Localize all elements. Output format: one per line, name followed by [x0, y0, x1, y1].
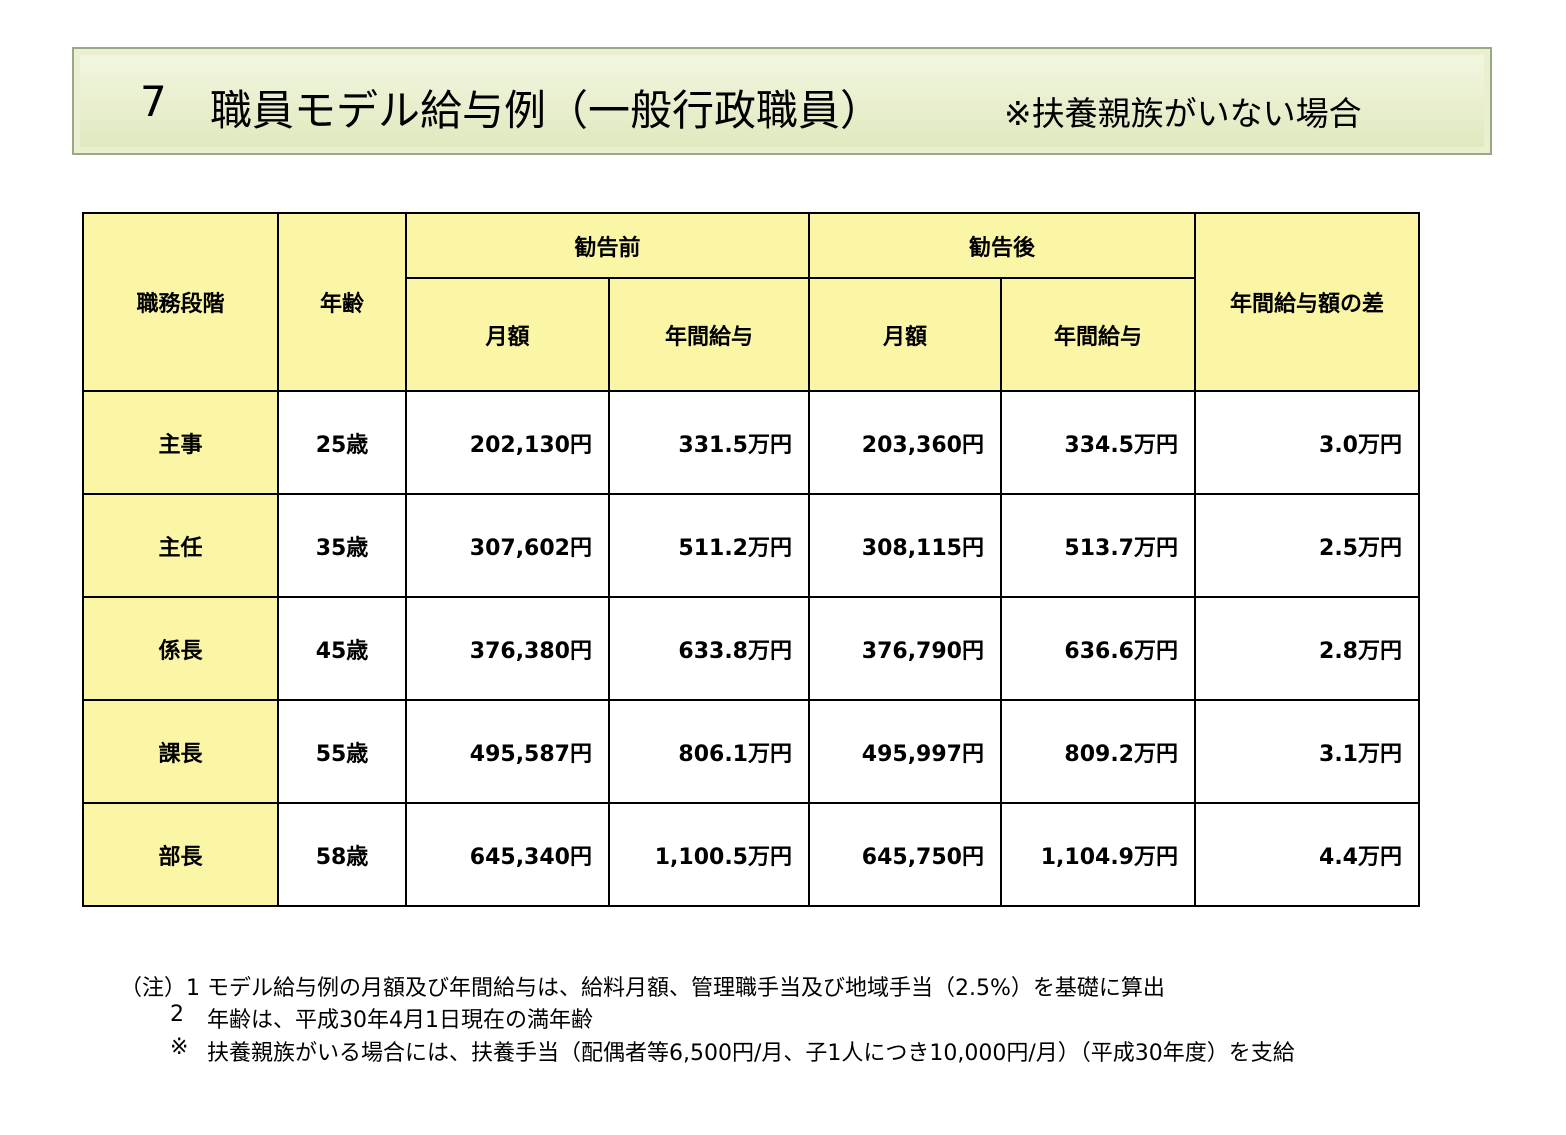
header-cell: 職務段階	[82, 212, 279, 392]
note-marker: ※	[170, 1035, 189, 1060]
data-cell: 495,997円	[808, 699, 1002, 804]
table-row: 部長 58歳 645,340円 1,100.5万円 645,750円 1,104.9万円 4…	[82, 802, 1420, 907]
grade-cell: 部長	[82, 802, 279, 907]
data-cell: 495,587円	[405, 699, 610, 804]
data-cell: 809.2万円	[1000, 699, 1196, 804]
table-row: 課長 55歳 495,587円 806.1万円 495,997円 809.2万円 3.1万円	[82, 699, 1420, 804]
grade-cell: 主事	[82, 390, 279, 495]
note-text: 扶養親族がいる場合には、扶養手当（配偶者等6,500円/月、子1人につき10,0…	[207, 1041, 1295, 1066]
data-cell: 636.6万円	[1000, 596, 1196, 701]
data-cell: 1,104.9万円	[1000, 802, 1196, 907]
grade-cell: 課長	[82, 699, 279, 804]
data-cell: 376,380円	[405, 596, 610, 701]
header-cell: 年間給与	[1000, 277, 1196, 392]
header-cell: 勧告前	[405, 212, 810, 279]
header-cell: 月額	[808, 277, 1002, 392]
data-cell: 511.2万円	[608, 493, 810, 598]
header-cell: 年間給与	[608, 277, 810, 392]
grade-cell: 主任	[82, 493, 279, 598]
data-cell: 308,115円	[808, 493, 1002, 598]
title-main: 職員モデル給与例（一般行政職員）	[210, 86, 883, 135]
data-cell: 2.5万円	[1194, 493, 1420, 598]
grade-cell: 係長	[82, 596, 279, 701]
data-cell: 376,790円	[808, 596, 1002, 701]
note-text: モデル給与例の月額及び年間給与は、給料月額、管理職手当及び地域手当（2.5%）を…	[207, 976, 1165, 1001]
note-text: 年齢は、平成30年4月1日現在の満年齢	[207, 1008, 593, 1033]
header-cell: 月額	[405, 277, 610, 392]
table-row: 係長 45歳 376,380円 633.8万円 376,790円 636.6万円 2.8万円	[82, 596, 1420, 701]
title-number: 7	[140, 77, 167, 126]
data-cell: 334.5万円	[1000, 390, 1196, 495]
data-cell: 25歳	[277, 390, 407, 495]
data-cell: 513.7万円	[1000, 493, 1196, 598]
note-marker: （注）1	[120, 976, 200, 1001]
data-cell: 307,602円	[405, 493, 610, 598]
data-cell: 4.4万円	[1194, 802, 1420, 907]
data-cell: 1,100.5万円	[608, 802, 810, 907]
data-cell: 3.1万円	[1194, 699, 1420, 804]
data-cell: 203,360円	[808, 390, 1002, 495]
data-cell: 3.0万円	[1194, 390, 1420, 495]
header-cell: 年間給与額の差	[1194, 212, 1420, 392]
salary-table: 職務段階 年齢 勧告前 勧告後 年間給与額の差 月額 年間給与 月額 年間給与 …	[82, 212, 1420, 907]
data-cell: 2.8万円	[1194, 596, 1420, 701]
data-cell: 35歳	[277, 493, 407, 598]
table-row: 主任 35歳 307,602円 511.2万円 308,115円 513.7万円 2.5万円	[82, 493, 1420, 598]
data-cell: 645,750円	[808, 802, 1002, 907]
data-cell: 45歳	[277, 596, 407, 701]
data-cell: 806.1万円	[608, 699, 810, 804]
title-box: 7 職員モデル給与例（一般行政職員） ※扶養親族がいない場合	[72, 47, 1492, 155]
data-cell: 55歳	[277, 699, 407, 804]
data-cell: 202,130円	[405, 390, 610, 495]
data-cell: 645,340円	[405, 802, 610, 907]
header-cell: 年齢	[277, 212, 407, 392]
data-cell: 633.8万円	[608, 596, 810, 701]
data-cell: 331.5万円	[608, 390, 810, 495]
title-sub: ※扶養親族がいない場合	[1004, 94, 1362, 133]
data-cell: 58歳	[277, 802, 407, 907]
header-cell: 勧告後	[808, 212, 1196, 279]
note-marker: 2	[170, 1002, 184, 1027]
table-row: 主事 25歳 202,130円 331.5万円 203,360円 334.5万円 3.0万円	[82, 390, 1420, 495]
